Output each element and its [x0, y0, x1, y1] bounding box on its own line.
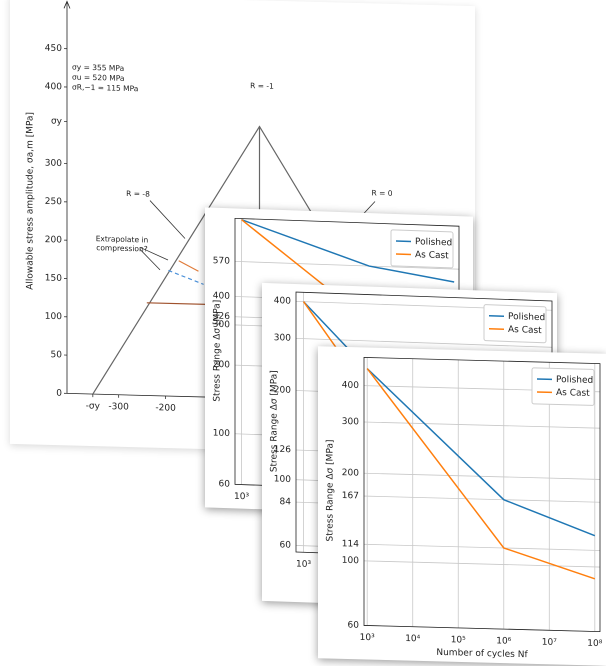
- x-tick-label: 10⁷: [542, 638, 557, 648]
- y-tick-label: 100: [213, 428, 230, 439]
- y-tick-label: 60: [348, 621, 360, 631]
- legend-swatch: [489, 329, 504, 330]
- y-tick-label: 300: [274, 333, 291, 344]
- y-tick-label: 0: [56, 389, 62, 399]
- y-tick-label: 400: [274, 296, 291, 307]
- y-tick-label: 200: [342, 468, 359, 478]
- x-tick-label: -200: [155, 403, 176, 414]
- grid-line: [364, 496, 600, 502]
- legend-box: [391, 230, 453, 268]
- arrow: [140, 249, 160, 270]
- y-tick-label: 60: [219, 479, 231, 489]
- grid-line: [364, 561, 600, 567]
- y-tick-label: 200: [45, 235, 62, 245]
- y-tick-label: 100: [274, 474, 291, 485]
- annotation: R = -8: [126, 189, 150, 199]
- y-tick-label: 150: [45, 273, 62, 283]
- y-tick-label: 300: [342, 417, 359, 427]
- annotation: R = -1: [250, 81, 274, 91]
- legend-swatch: [396, 254, 411, 255]
- y-axis-label: Stress Range Δσ [MPa]: [270, 370, 280, 472]
- grid-line: [364, 422, 600, 428]
- y-tick-label: 167: [342, 491, 359, 501]
- annotation: compression?: [96, 243, 148, 253]
- leader-line: [150, 201, 185, 239]
- y-tick-label: 300: [45, 159, 62, 169]
- legend-box: [532, 368, 594, 406]
- legend-label: As Cast: [556, 388, 590, 399]
- y-tick-label: 400: [45, 82, 62, 92]
- y-tick-label: 450: [45, 44, 62, 54]
- legend-label: As Cast: [415, 250, 449, 261]
- y-tick-label: 114: [342, 539, 359, 549]
- legend-swatch: [396, 241, 411, 242]
- legend-label: Polished: [556, 375, 593, 386]
- y-axis-label: Stress Range Δσ [MPa]: [213, 300, 223, 402]
- grid-line: [364, 544, 600, 550]
- sn-panel: 60 100 114 167 200 300 400 10³ 10⁴ 10⁵ 10⁶ 10⁷ 10⁸ St…: [318, 346, 606, 666]
- annotation: R = 0: [371, 188, 392, 198]
- y-tick-label: σy: [51, 117, 63, 127]
- x-axis-label: Number of cycles Nf: [436, 648, 528, 660]
- y-tick-label: 100: [45, 312, 62, 322]
- property: σy = 355 MPa: [72, 63, 124, 73]
- x-tick-label: 10³: [360, 633, 375, 643]
- legend-label: Polished: [415, 237, 452, 248]
- y-tick-label: 50: [51, 350, 63, 360]
- x-tick-label: 10³: [296, 560, 311, 571]
- property: σR,−1 = 115 MPa: [72, 83, 138, 94]
- y-tick-label: 100: [342, 556, 359, 566]
- x-tick-label: 10⁸: [587, 639, 602, 649]
- x-tick-label: -300: [108, 402, 129, 413]
- x-tick-label: -σy: [86, 401, 101, 411]
- legend-label: Polished: [508, 312, 545, 323]
- legend-box: [484, 305, 546, 343]
- property: σu = 520 MPa: [72, 73, 125, 83]
- legend-swatch: [489, 316, 504, 317]
- x-tick-label: 10⁵: [451, 635, 466, 645]
- y-tick-label: 570: [213, 256, 230, 267]
- plot: 60 100 114 167 200 300 400 10³ 10⁴ 10⁵ 10⁶ 10⁷ 10⁸ St…: [326, 356, 603, 662]
- y-axis-label: Allowable stress amplitude, σa,m [MPa]: [26, 112, 36, 290]
- series-line: [168, 270, 203, 284]
- y-tick-label: 400: [342, 381, 359, 391]
- sn-chart: 60 100 114 167 200 300 400 10³ 10⁴ 10⁵ 10⁶ 10⁷ 10⁸ St…: [318, 346, 606, 666]
- y-tick-label: 250: [45, 197, 62, 207]
- y-tick-label: 60: [280, 540, 292, 550]
- legend-label: As Cast: [508, 325, 542, 336]
- series-line: [179, 261, 199, 271]
- x-tick-label: 10³: [234, 492, 249, 503]
- x-tick-label: 10⁶: [496, 636, 511, 646]
- y-tick-label: 84: [280, 497, 292, 507]
- y-axis-label: Stress Range Δσ [MPa]: [326, 439, 336, 541]
- x-tick-label: 10⁴: [405, 634, 420, 644]
